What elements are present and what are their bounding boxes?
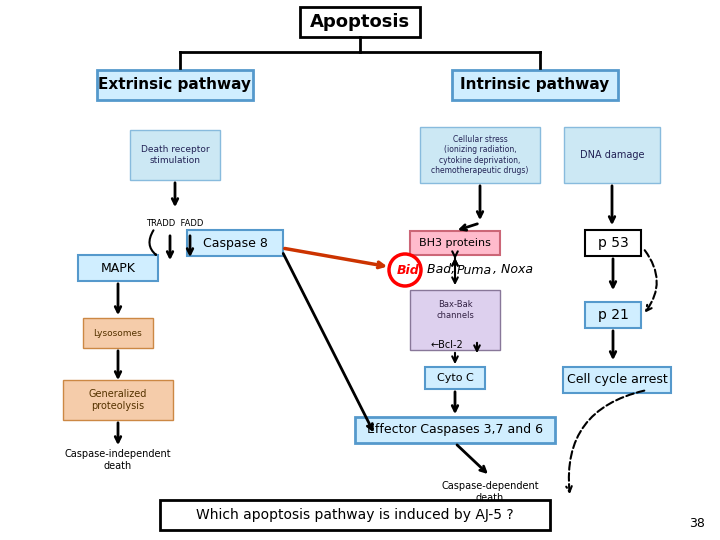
Text: Cyto C: Cyto C: [436, 373, 473, 383]
Text: , Noxa: , Noxa: [493, 264, 533, 276]
FancyBboxPatch shape: [585, 230, 641, 256]
FancyBboxPatch shape: [300, 7, 420, 37]
FancyBboxPatch shape: [83, 318, 153, 348]
Text: Which apoptosis pathway is induced by AJ-5 ?: Which apoptosis pathway is induced by AJ…: [196, 508, 514, 522]
Text: p 21: p 21: [598, 308, 629, 322]
FancyBboxPatch shape: [563, 367, 671, 393]
Text: Caspase-dependent
death: Caspase-dependent death: [441, 481, 539, 503]
Text: Cellular stress
(ionizing radiation,
cytokine deprivation,
chemotherapeutic drug: Cellular stress (ionizing radiation, cyt…: [431, 135, 528, 175]
Text: Bad,: Bad,: [427, 264, 459, 276]
FancyBboxPatch shape: [452, 70, 618, 100]
FancyBboxPatch shape: [564, 127, 660, 183]
Text: Cell cycle arrest: Cell cycle arrest: [567, 374, 667, 387]
FancyBboxPatch shape: [187, 230, 283, 256]
Text: BH3 proteins: BH3 proteins: [419, 238, 491, 248]
FancyBboxPatch shape: [63, 380, 173, 420]
Text: Death receptor
stimulation: Death receptor stimulation: [140, 145, 210, 165]
FancyBboxPatch shape: [355, 417, 555, 443]
FancyBboxPatch shape: [97, 70, 253, 100]
FancyBboxPatch shape: [425, 367, 485, 389]
FancyBboxPatch shape: [410, 231, 500, 255]
Text: Extrinsic pathway: Extrinsic pathway: [99, 78, 251, 92]
Text: 38: 38: [689, 517, 705, 530]
Text: p 53: p 53: [598, 236, 629, 250]
Text: Generalized
proteolysis: Generalized proteolysis: [89, 389, 147, 411]
Text: MAPK: MAPK: [101, 261, 135, 274]
Text: Puma: Puma: [457, 264, 492, 276]
Text: Lysosomes: Lysosomes: [94, 328, 143, 338]
Text: Intrinsic pathway: Intrinsic pathway: [460, 78, 610, 92]
Text: Caspase-independent
death: Caspase-independent death: [65, 449, 171, 471]
FancyBboxPatch shape: [410, 290, 500, 350]
FancyBboxPatch shape: [130, 130, 220, 180]
Text: DNA damage: DNA damage: [580, 150, 644, 160]
Text: Effector Caspases 3,7 and 6: Effector Caspases 3,7 and 6: [367, 423, 543, 436]
Text: Caspase 8: Caspase 8: [202, 237, 267, 249]
FancyBboxPatch shape: [160, 500, 550, 530]
FancyArrowPatch shape: [150, 231, 156, 255]
Text: Bax-Bak
channels: Bax-Bak channels: [436, 300, 474, 320]
FancyBboxPatch shape: [78, 255, 158, 281]
Text: TRADD  FADD: TRADD FADD: [146, 219, 204, 227]
Text: ←Bcl-2: ←Bcl-2: [431, 340, 464, 350]
FancyBboxPatch shape: [585, 302, 641, 328]
FancyBboxPatch shape: [420, 127, 540, 183]
Text: Apoptosis: Apoptosis: [310, 13, 410, 31]
Text: Bid,: Bid,: [397, 264, 425, 276]
